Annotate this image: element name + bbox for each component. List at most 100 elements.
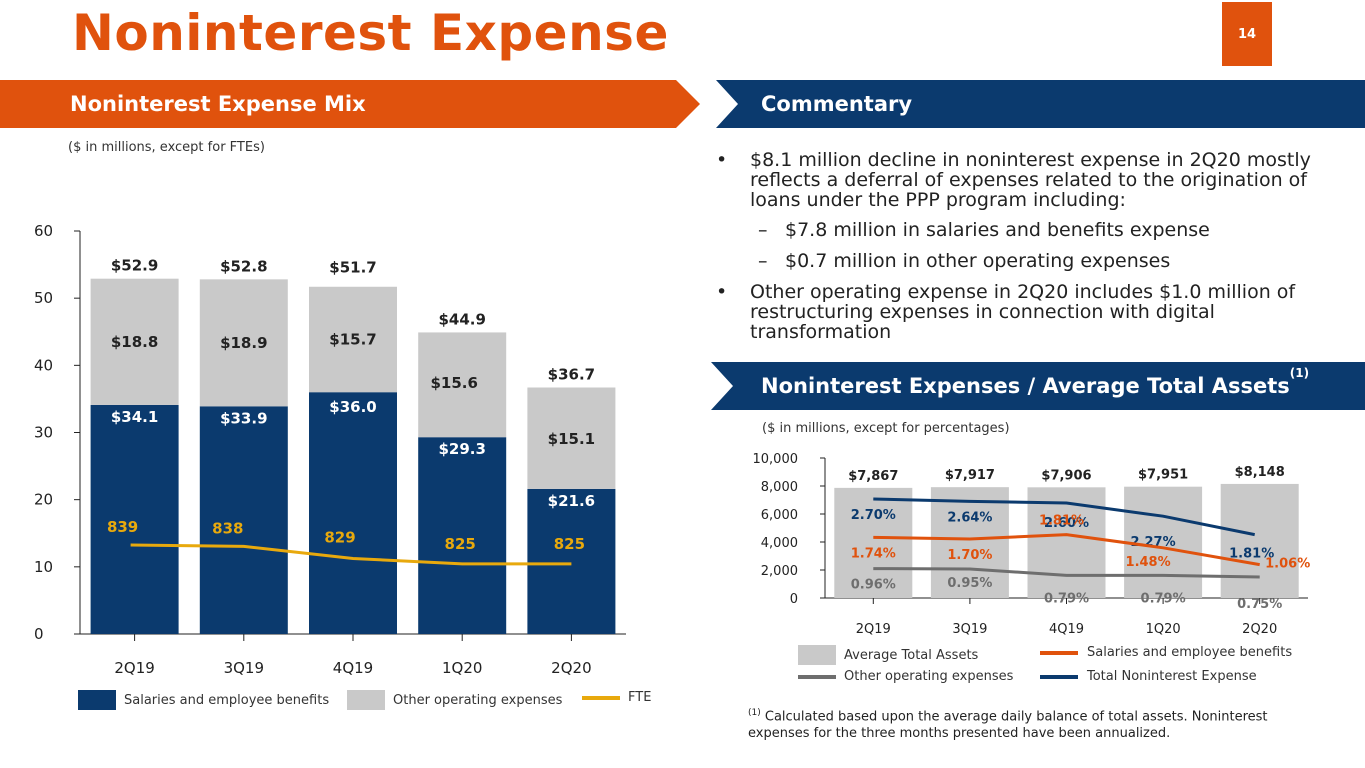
legend-fte-swatch bbox=[582, 695, 620, 700]
bar-other bbox=[90, 278, 179, 405]
expense-mix-banner-label: Noninterest Expense Mix bbox=[70, 92, 366, 116]
line-total-expense-label: 2.64% bbox=[947, 510, 992, 525]
bar-other-label: $15.7 bbox=[329, 330, 376, 348]
page-title: Noninterest Expense bbox=[72, 4, 669, 62]
expense-mix-banner: Noninterest Expense Mix bbox=[0, 80, 700, 128]
x-tick-label: 2Q20 bbox=[551, 659, 591, 677]
bar-salaries bbox=[309, 392, 397, 634]
line-salaries-ratio bbox=[873, 533, 1260, 567]
commentary-subbullet-2: $0.7 million in other operating expenses bbox=[716, 251, 1326, 271]
y-tick-label: 10 bbox=[34, 558, 53, 576]
bar-assets-label: $7,906 bbox=[1041, 468, 1091, 483]
ratio-x-tick-label: 4Q19 bbox=[1049, 622, 1084, 637]
ratio-y-tick-label: 0 bbox=[790, 592, 798, 607]
legend-salaries-swatch bbox=[78, 690, 116, 710]
legend-salaries-ratio-swatch bbox=[1040, 650, 1078, 655]
expense-mix-chart: 0 10 20 30 40 50 60 2Q19 $34.1 $18.8 $52.9 839 3Q19 $… bbox=[34, 222, 626, 677]
fte-line bbox=[130, 543, 572, 566]
ratio-banner: Noninterest Expenses / Average Total Ass… bbox=[711, 362, 1365, 410]
bar-total-label: $36.7 bbox=[548, 365, 595, 383]
commentary-bullet-1: $8.1 million decline in noninterest expe… bbox=[716, 150, 1326, 210]
commentary-subbullet-1: $7.8 million in salaries and benefits ex… bbox=[716, 220, 1326, 240]
legend-other-ratio-swatch bbox=[798, 674, 836, 679]
line-total-expense bbox=[873, 497, 1255, 537]
legend-other-ratio: Other operating expenses bbox=[798, 669, 1013, 684]
legend-total-ratio-label: Total Noninterest Expense bbox=[1087, 669, 1257, 684]
line-other-ratio-label: 0.95% bbox=[947, 576, 992, 591]
bar-total-label: $44.9 bbox=[438, 310, 485, 328]
ratio-banner-sup: (1) bbox=[1289, 366, 1310, 380]
y-tick-label: 20 bbox=[34, 491, 53, 509]
legend-assets-label: Average Total Assets bbox=[844, 647, 979, 663]
y-tick-label: 60 bbox=[34, 222, 53, 240]
ratio-x-tick-label: 3Q19 bbox=[952, 622, 987, 637]
bar-total-label: $52.9 bbox=[111, 257, 158, 275]
footnote: (1) Calculated based upon the average da… bbox=[748, 705, 1308, 742]
line-other-ratio-label: 0.96% bbox=[851, 578, 896, 593]
legend-fte: FTE bbox=[582, 690, 651, 705]
bar-other-label: $18.8 bbox=[111, 333, 158, 351]
bar-salaries-label: $21.6 bbox=[548, 492, 595, 510]
commentary-list: $8.1 million decline in noninterest expe… bbox=[716, 150, 1326, 352]
x-tick-label: 1Q20 bbox=[442, 659, 482, 677]
bar-assets bbox=[834, 487, 913, 598]
bar-salaries-label: $36.0 bbox=[329, 398, 376, 416]
bar-assets bbox=[1220, 483, 1299, 598]
bar-other-label: $15.6 bbox=[430, 374, 477, 392]
bar-total-label: $51.7 bbox=[329, 259, 376, 277]
bar-total-label: $52.8 bbox=[220, 257, 267, 275]
ratio-y-tick-label: 2,000 bbox=[761, 564, 798, 579]
bar-assets bbox=[1124, 486, 1203, 598]
legend-assets-swatch bbox=[798, 645, 836, 665]
y-tick-label: 30 bbox=[34, 424, 53, 442]
legend-other-ratio-label: Other operating expenses bbox=[844, 669, 1014, 684]
right-units-note: ($ in millions, except for percentages) bbox=[762, 421, 1010, 436]
left-units-note: ($ in millions, except for FTEs) bbox=[68, 140, 265, 155]
legend-total-ratio: Total Noninterest Expense bbox=[1040, 669, 1257, 684]
line-other-ratio-label: 0.79% bbox=[1141, 591, 1186, 606]
legend-salaries: Salaries and employee benefits bbox=[78, 690, 329, 710]
bar-other bbox=[527, 387, 616, 489]
bar-other-label: $18.9 bbox=[220, 334, 267, 352]
legend-other: Other operating expenses bbox=[347, 690, 562, 710]
bar-salaries bbox=[418, 437, 507, 634]
legend-salaries-ratio-label: Salaries and employee benefits bbox=[1087, 645, 1293, 660]
line-salaries-ratio-label: 1.06% bbox=[1265, 557, 1310, 572]
ratio-y-tick-label: 6,000 bbox=[761, 508, 798, 523]
y-tick-label: 50 bbox=[34, 289, 53, 307]
line-total-expense-label: 2.60% bbox=[1044, 516, 1089, 531]
ratio-x-tick-label: 2Q20 bbox=[1242, 622, 1277, 637]
bar-other bbox=[418, 332, 507, 438]
bar-assets-label: $7,867 bbox=[848, 469, 898, 484]
y-tick-label: 40 bbox=[34, 356, 53, 374]
bar-assets-label: $7,951 bbox=[1138, 468, 1188, 483]
y-tick-label: 0 bbox=[34, 625, 44, 643]
commentary-banner-label: Commentary bbox=[761, 92, 913, 116]
line-salaries-ratio-label: 1.70% bbox=[947, 548, 992, 563]
line-other-ratio-label: 0.75% bbox=[1237, 597, 1282, 612]
legend-assets: Average Total Assets bbox=[798, 645, 978, 665]
x-tick-label: 3Q19 bbox=[224, 659, 264, 677]
line-salaries-ratio-label: 1.81% bbox=[1039, 514, 1084, 529]
legend-other-label: Other operating expenses bbox=[393, 692, 563, 708]
legend-salaries-label: Salaries and employee benefits bbox=[124, 692, 330, 708]
fte-label: 838 bbox=[212, 519, 243, 537]
bar-assets bbox=[930, 487, 1009, 598]
fte-label: 839 bbox=[107, 518, 138, 536]
bar-salaries bbox=[527, 488, 616, 634]
line-total-expense-label: 2.27% bbox=[1131, 535, 1176, 550]
line-total-expense-label: 2.70% bbox=[851, 508, 896, 523]
bar-other-label: $15.1 bbox=[548, 430, 595, 448]
x-tick-label: 4Q19 bbox=[333, 659, 373, 677]
bar-salaries bbox=[199, 406, 288, 634]
ratio-y-tick-label: 8,000 bbox=[761, 480, 798, 495]
bar-salaries bbox=[90, 404, 179, 634]
fte-label: 825 bbox=[554, 535, 585, 553]
footnote-marker: (1) bbox=[748, 708, 761, 718]
ratio-x-tick-label: 2Q19 bbox=[856, 622, 891, 637]
bar-salaries-label: $34.1 bbox=[111, 408, 158, 426]
page-number: 14 bbox=[1222, 2, 1272, 66]
line-salaries-ratio-label: 1.74% bbox=[851, 546, 896, 561]
commentary-banner: Commentary bbox=[716, 80, 1365, 128]
commentary-bullet-2: Other operating expense in 2Q20 includes… bbox=[716, 282, 1326, 342]
